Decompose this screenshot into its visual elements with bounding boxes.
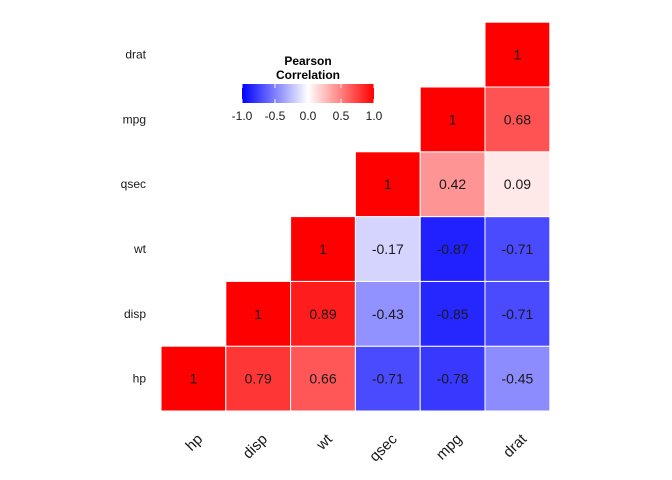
cell-value-label: 0.42 (439, 176, 466, 192)
heatmap-cell-wt-wt (290, 216, 356, 282)
x-tick-label: mpg (433, 431, 466, 464)
y-tick-label: disp (124, 307, 146, 321)
heatmap-cell-drat-drat (484, 21, 551, 88)
cell-value-label: -0.78 (437, 371, 469, 387)
cell-value-label: 0.68 (504, 111, 531, 127)
x-tick-label: wt (312, 430, 336, 454)
y-tick-label: mpg (123, 112, 146, 126)
cell-value-label: 0.89 (309, 306, 336, 322)
x-axis-ticks: hp disp wt qsec mpg drat (182, 430, 530, 465)
cell-value-label: -0.17 (372, 241, 404, 257)
heatmap-cell-drat-disp (484, 280, 551, 347)
x-tick-label: qsec (366, 430, 401, 465)
y-tick-label: hp (133, 372, 147, 386)
cell-value-label: 0.79 (245, 371, 272, 387)
y-axis-ticks: hp disp wt qsec mpg drat (121, 48, 147, 386)
heatmap-cell-drat-qsec (484, 151, 551, 218)
y-tick-label: wt (133, 242, 147, 256)
legend-tick-label: 0.0 (300, 109, 317, 123)
cell-value-label: -0.71 (501, 241, 533, 257)
heatmap-cell-disp-disp (225, 280, 292, 347)
cell-value-label: -0.71 (501, 306, 533, 322)
heatmap-cell-mpg-qsec (419, 151, 486, 218)
cell-value-label: -0.85 (437, 306, 469, 322)
cell-value-label: -0.45 (501, 371, 533, 387)
legend-tick-label: -0.5 (265, 109, 286, 123)
legend-tick-label: 1.0 (366, 109, 383, 123)
cell-value-label: 1 (190, 371, 198, 387)
heatmap-cell-hp-hp (160, 345, 227, 412)
cell-value-label: 0.09 (504, 176, 531, 192)
heatmap-cell-wt-disp (290, 280, 356, 347)
cell-value-label: -0.43 (372, 306, 404, 322)
legend-tick-label: -1.0 (232, 109, 253, 123)
heatmap-cell-mpg-disp (419, 280, 486, 347)
y-tick-label: drat (125, 48, 146, 62)
legend-title: Pearson (284, 54, 331, 68)
cell-value-label: -0.87 (437, 241, 469, 257)
heatmap-cell-drat-mpg (484, 86, 551, 153)
cell-value-label: 0.66 (309, 371, 336, 387)
cell-value-label: 1 (254, 306, 262, 322)
x-tick-label: drat (500, 430, 531, 461)
heatmap-cell-qsec-disp (354, 280, 421, 347)
heatmap-cell-disp-hp (225, 345, 292, 412)
heatmap-cell-qsec-wt (354, 216, 421, 282)
legend-tick-label: 0.5 (333, 109, 350, 123)
legend-colorbar (242, 84, 374, 103)
cell-value-label: -0.71 (372, 371, 404, 387)
heatmap-cell-mpg-hp (419, 345, 486, 412)
heatmap-cell-qsec-qsec (354, 151, 421, 218)
x-tick-label: disp (240, 431, 271, 462)
cell-value-label: 1 (319, 241, 327, 257)
cells-layer: 1 0.79 0.66 -0.71 -0.78 -0.45 1 0.89 -0.43 -0.85 -… (160, 21, 551, 412)
heatmap-cell-drat-hp (484, 345, 551, 412)
heatmap-cell-mpg-mpg (419, 86, 486, 153)
x-tick-label: hp (182, 431, 206, 455)
heatmap-cell-drat-wt (484, 216, 551, 282)
cell-value-label: 1 (514, 47, 522, 63)
y-tick-label: qsec (121, 177, 146, 191)
heatmap-cell-qsec-hp (354, 345, 421, 412)
cell-value-label: 1 (384, 176, 392, 192)
legend-title: Correlation (276, 68, 340, 82)
cell-value-label: 1 (449, 111, 457, 127)
